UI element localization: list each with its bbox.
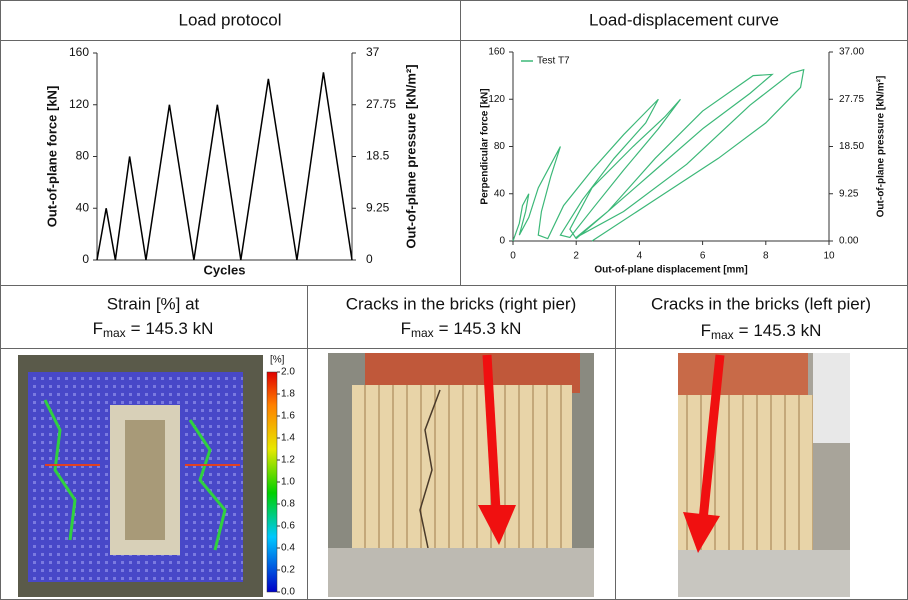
x-tick-label: 4: [637, 251, 643, 262]
chart: 0 40 80 120 160 0.00 9.25 18.50 27.75 37.00 0 2 4 6 8 1…: [480, 47, 887, 276]
colorbar-label: 0.6: [281, 521, 295, 532]
header: Fmax = 145.3 kN: [701, 321, 822, 342]
symbol: F: [93, 319, 103, 338]
y-tick-label: 0: [82, 252, 89, 266]
chart: 0 40 80 120 160 0 9.25 18.5 27.75 37 Cycles Out-of-…: [44, 45, 418, 277]
y-tick-label: 0: [499, 236, 505, 247]
x-tick-label: 0: [510, 251, 516, 262]
y-tick-label: 160: [488, 47, 505, 58]
colorbar-label: 0.0: [281, 587, 295, 598]
x-tick-label: 10: [823, 251, 835, 262]
header: Fmax = 145.3 kN: [401, 319, 522, 340]
subscript: max: [103, 326, 126, 340]
colorbar-label: 2.0: [281, 367, 295, 378]
y2-tick-label: 0: [366, 252, 373, 266]
x-tick-label: 8: [763, 251, 769, 262]
colorbar-label: 1.8: [281, 389, 295, 400]
colorbar-unit: [%]: [270, 355, 285, 366]
subscript: max: [411, 326, 434, 340]
legend-label: Test T7: [537, 56, 570, 67]
y-tick-label: 160: [69, 45, 89, 59]
y2-tick-label: 18.50: [839, 141, 864, 152]
header: Fmax = 145.3 kN: [93, 319, 214, 340]
header: Load-displacement curve: [589, 10, 779, 29]
y-tick-label: 80: [76, 149, 90, 163]
header: Strain [%] at: [107, 294, 200, 313]
left-pier-image: [678, 353, 850, 597]
colorbar-label: 0.8: [281, 499, 295, 510]
y2-tick-label: 9.25: [366, 200, 390, 214]
y2-tick-label: 27.75: [839, 94, 864, 105]
symbol: F: [401, 319, 411, 338]
colorbar-label: 0.2: [281, 565, 295, 576]
x-tick-label: 2: [573, 251, 579, 262]
page: Load protocol Load-displacement curve St…: [0, 0, 908, 600]
y-axis-title: Perpendicular force [kN]: [480, 88, 491, 204]
header: Cracks in the bricks (left pier): [651, 294, 871, 313]
data-line: [97, 72, 352, 260]
y-tick-label: 40: [76, 200, 90, 214]
colorbar-label: 1.2: [281, 455, 295, 466]
header-text: = 145.3 kN: [739, 321, 822, 340]
symbol: F: [701, 321, 711, 340]
y2-axis-title: Out-of-plane pressure [kN/m²]: [876, 76, 887, 218]
y2-tick-label: 27.75: [366, 97, 396, 111]
y-tick-label: 120: [488, 94, 505, 105]
colorbar-label: 1.0: [281, 477, 295, 488]
colorbar-label: 1.6: [281, 411, 295, 422]
y2-tick-label: 37.00: [839, 47, 864, 58]
header-text: = 145.3 kN: [131, 319, 214, 338]
y-tick-label: 80: [494, 141, 506, 152]
y2-tick-label: 18.5: [366, 149, 390, 163]
x-tick-label: 6: [700, 251, 706, 262]
y2-tick-label: 9.25: [839, 188, 859, 199]
right-pier-image: [328, 353, 594, 597]
strain-image: [%]: [18, 355, 285, 597]
x-axis-title: Out-of-plane displacement [mm]: [594, 265, 747, 276]
y-tick-label: 40: [494, 188, 506, 199]
header: Cracks in the bricks (right pier): [346, 294, 577, 313]
x-axis-title: Cycles: [204, 262, 246, 277]
y2-tick-label: 0.00: [839, 236, 859, 247]
subscript: max: [711, 328, 734, 342]
colorbar-label: 1.4: [281, 433, 295, 444]
data-line: [513, 70, 804, 241]
y2-axis-title: Out-of-plane pressure [kN/m²]: [403, 64, 418, 248]
y-tick-label: 120: [69, 97, 89, 111]
y2-tick-label: 37: [366, 45, 380, 59]
header: Load protocol: [178, 10, 281, 29]
y-axis-title: Out-of-plane force [kN]: [44, 86, 59, 228]
colorbar-label: 0.4: [281, 543, 295, 554]
header-text: = 145.3 kN: [439, 319, 522, 338]
